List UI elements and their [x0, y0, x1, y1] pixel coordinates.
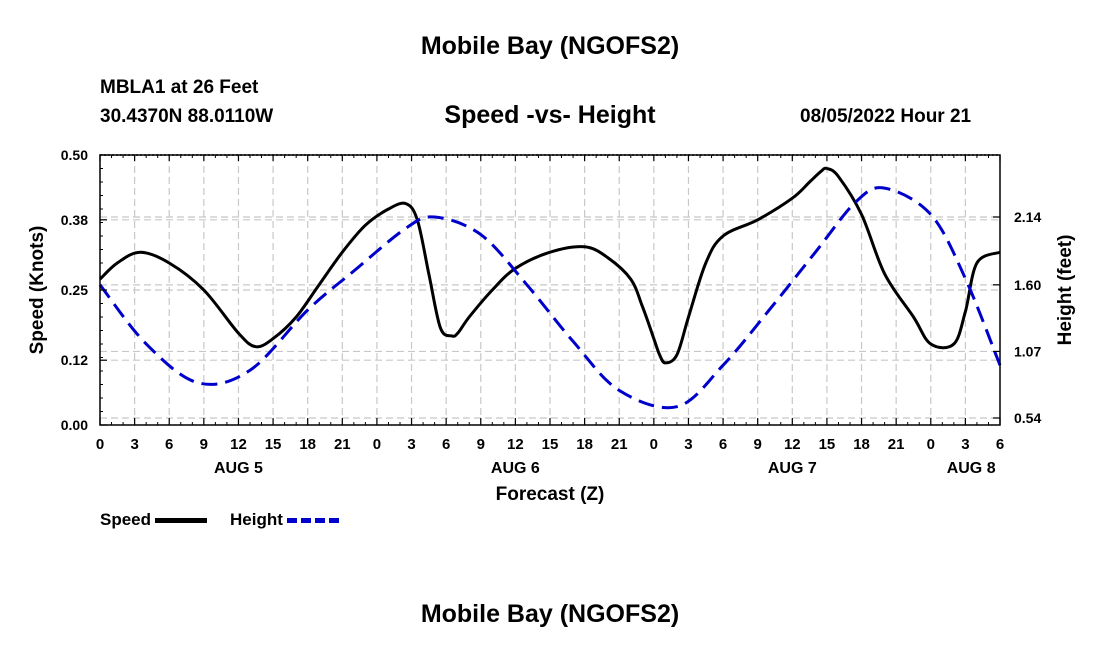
station-label: MBLA1 at 26 Feet: [100, 77, 259, 98]
x-tick-label: 0: [96, 436, 104, 453]
legend-speed: Speed: [100, 508, 208, 532]
legend-height-swatch: [286, 517, 339, 523]
legend-speed-label: Speed: [100, 510, 152, 529]
day-label: AUG 6: [491, 460, 540, 477]
day-label: AUG 8: [947, 460, 996, 477]
x-tick-label: 6: [165, 436, 173, 453]
x-tick-label: 15: [819, 436, 836, 453]
x-tick-label: 6: [719, 436, 727, 453]
x-tick-label: 3: [684, 436, 692, 453]
y2-axis-label: Height (feet): [1055, 235, 1076, 346]
chart-subtitle: Speed -vs- Height: [444, 101, 656, 129]
x-tick-label: 21: [888, 436, 905, 453]
footer-title: Mobile Bay (NGOFS2): [420, 600, 680, 628]
speed-height-chart: 0 3 6 9 12 15 18 21 0 3 6 9 12 15 18 21 0 3 6 9 12 15 18 21 0 3 60…: [27, 147, 1076, 505]
coordinates-label: 30.4370N 88.0110W: [100, 106, 274, 127]
y2-tick-label: 1.60: [1014, 277, 1041, 293]
x-tick-label: 12: [507, 436, 524, 453]
legend-height: Height: [230, 508, 339, 532]
day-label: AUG 5: [214, 460, 263, 477]
y2-tick-label: 1.07: [1014, 343, 1041, 359]
x-tick-label: 0: [927, 436, 935, 453]
x-tick-label: 18: [576, 436, 593, 453]
x-tick-label: 18: [299, 436, 316, 453]
series-layer: [98, 166, 1002, 410]
y2-tick-label: 2.14: [1014, 209, 1041, 225]
x-tick-label: 18: [853, 436, 870, 453]
y2-tick-label: 0.54: [1014, 410, 1041, 426]
timestamp-label: 08/05/2022 Hour 21: [800, 106, 972, 127]
x-tick-label: 3: [961, 436, 969, 453]
x-tick-label: 15: [265, 436, 282, 453]
x-tick-label: 12: [230, 436, 247, 453]
x-tick-label: 6: [442, 436, 450, 453]
x-tick-label: 0: [373, 436, 381, 453]
speed-series-line: [98, 166, 1001, 365]
x-tick-label: 3: [407, 436, 415, 453]
legend-height-label: Height: [230, 510, 283, 529]
x-tick-label: 9: [754, 436, 762, 453]
y-tick-label: 0.50: [61, 147, 88, 163]
tick-layer: [99, 154, 1001, 426]
label-layer: 0 3 6 9 12 15 18 21 0 3 6 9 12 15 18 21 0 3 6 9 12 15 18 21 0 3 60…: [27, 147, 1076, 505]
x-tick-label: 3: [130, 436, 138, 453]
y-tick-label: 0.38: [61, 212, 88, 228]
y-tick-label: 0.25: [61, 282, 88, 298]
day-label: AUG 7: [768, 460, 817, 477]
height-series-line: [98, 186, 1002, 410]
x-tick-label: 21: [334, 436, 351, 453]
x-tick-label: 9: [477, 436, 485, 453]
x-tick-label: 12: [784, 436, 801, 453]
x-tick-label: 6: [996, 436, 1004, 453]
y-axis-label: Speed (Knots): [27, 226, 48, 355]
x-tick-label: 0: [650, 436, 658, 453]
x-tick-label: 21: [611, 436, 628, 453]
chart-title: Mobile Bay (NGOFS2): [420, 32, 680, 60]
legend-speed-swatch: [155, 517, 208, 523]
x-axis-label: Forecast (Z): [496, 484, 605, 505]
x-tick-label: 9: [200, 436, 208, 453]
x-tick-label: 15: [542, 436, 559, 453]
y-tick-label: 0.12: [61, 352, 88, 368]
y-tick-label: 0.00: [61, 417, 88, 433]
